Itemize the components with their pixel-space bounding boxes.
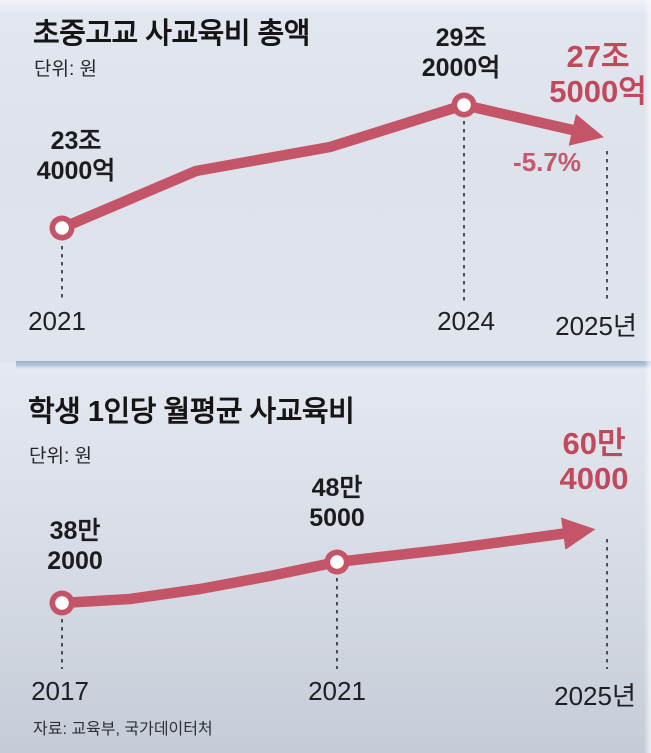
data-point-2021-core bbox=[55, 221, 69, 235]
trend-line-total bbox=[59, 99, 466, 233]
axis-label-2024: 2024 bbox=[437, 306, 495, 336]
axis-label-2025-bottom: 2025년 bbox=[554, 681, 636, 711]
value-label-2025-per-student: 60만 4000 bbox=[559, 426, 629, 496]
value-2021b-line2: 5000 bbox=[309, 503, 365, 532]
data-point-2017-core bbox=[55, 596, 69, 610]
trend-arrow-total bbox=[462, 99, 604, 146]
value-2025-line1: 27조 bbox=[566, 39, 630, 74]
change-percentage-label: -5.7% bbox=[513, 147, 581, 177]
value-label-2017-per-student: 38만 2000 bbox=[47, 517, 103, 576]
value-2021b-line1: 48만 bbox=[311, 474, 363, 502]
chart2-title: 학생 1인당 월평균 사교육비 bbox=[28, 396, 355, 428]
value-2024-line1: 29조 bbox=[435, 24, 487, 52]
section-divider bbox=[16, 361, 651, 369]
value-2025b-line1: 60만 bbox=[562, 426, 626, 461]
trend-line-per-student bbox=[61, 556, 339, 609]
value-2024-line2: 2000억 bbox=[421, 53, 501, 82]
value-2025-line2: 5000억 bbox=[549, 73, 647, 109]
axis-label-2021: 2021 bbox=[28, 306, 86, 336]
chart1-title: 초중고교 사교육비 총액 bbox=[33, 18, 310, 50]
axis-label-2025-top: 2025년 bbox=[555, 311, 637, 341]
section-total-cost bbox=[0, 0, 651, 363]
value-2017-line2: 2000 bbox=[47, 546, 103, 575]
value-label-2021-total: 23조 4000억 bbox=[37, 127, 116, 186]
data-point-2024-core bbox=[457, 98, 471, 112]
value-2021-line2: 4000억 bbox=[36, 156, 116, 185]
axis-label-2017: 2017 bbox=[31, 676, 89, 706]
data-point-2021b-core bbox=[330, 555, 344, 569]
value-label-2021-per-student: 48만 5000 bbox=[309, 474, 365, 533]
value-2021-line1: 23조 bbox=[50, 127, 102, 155]
chart1-unit-label: 단위: 원 bbox=[34, 59, 97, 80]
value-label-2024-total: 29조 2000억 bbox=[422, 24, 501, 83]
trend-arrow-per-student bbox=[336, 517, 596, 568]
source-attribution: 자료: 교육부, 국가데이터처 bbox=[33, 721, 213, 738]
value-label-2025-total: 27조 5000억 bbox=[549, 39, 647, 109]
value-2025b-line2: 4000 bbox=[559, 460, 629, 496]
value-2017-line1: 38만 bbox=[49, 517, 101, 545]
right-edge-highlight bbox=[644, 0, 651, 753]
chart2-unit-label: 단위: 원 bbox=[29, 446, 92, 467]
axis-label-2021-bottom: 2021 bbox=[308, 676, 366, 706]
